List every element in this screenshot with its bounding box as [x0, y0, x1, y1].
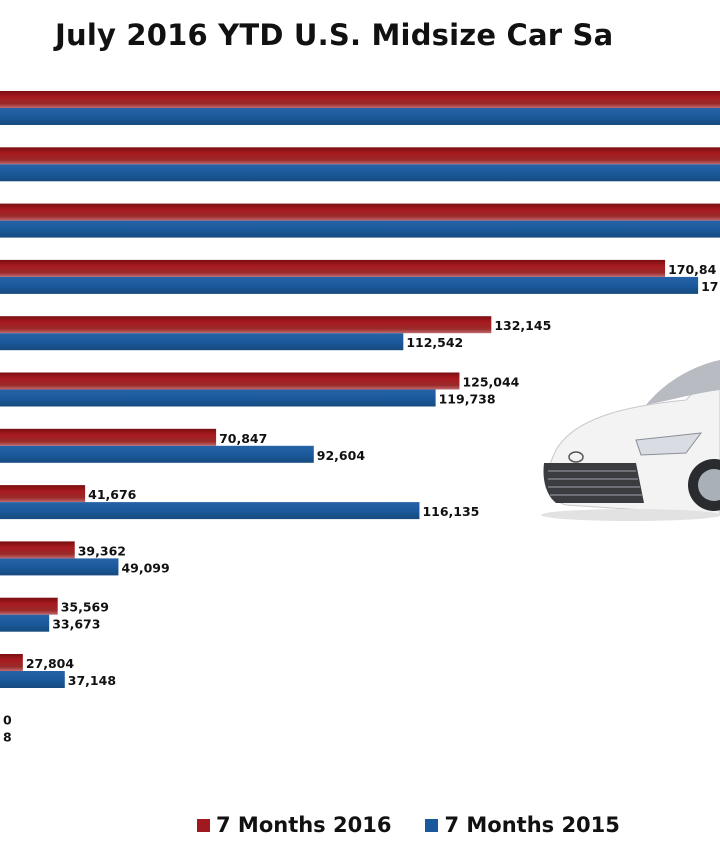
value-label-2016-row-10: 35,569: [61, 600, 109, 615]
value-label-2016-row-9: 39,362: [78, 543, 126, 558]
bar-2016-row-5: [0, 316, 492, 334]
bar-2015-row-5: [0, 333, 404, 351]
bar-2015-row-9: [0, 558, 119, 576]
legend-label-2015: 7 Months 2015: [444, 813, 620, 837]
value-label-2016-row-6: 125,044: [462, 375, 519, 390]
bar-2016-row-2: [0, 147, 720, 165]
legend-swatch-2015: [425, 818, 439, 832]
legend-label-2016: 7 Months 2016: [216, 813, 392, 837]
bar-2016-row-8: [0, 485, 86, 503]
bar-2015-row-7: [0, 445, 314, 463]
value-label-2015-row-5: 112,542: [406, 335, 463, 350]
car-photo-icon: [541, 360, 720, 521]
bar-2016-row-10: [0, 597, 58, 615]
bar-2015-row-2: [0, 164, 720, 182]
bar-2015-row-6: [0, 389, 436, 407]
bar-2016-row-3: [0, 203, 720, 221]
bar-2016-row-4: [0, 259, 666, 277]
value-label-2015-row-9: 49,099: [121, 560, 169, 575]
legend: 7 Months 2016 7 Months 2015: [197, 813, 620, 837]
value-label-2015-row-12: 8: [3, 729, 12, 744]
value-label-2015-row-11: 37,148: [68, 673, 116, 688]
bar-2015-row-10: [0, 614, 50, 632]
bar-2015-row-3: [0, 220, 720, 238]
bar-2016-row-1: [0, 91, 720, 108]
value-label-2015-row-7: 92,604: [317, 448, 366, 463]
value-label-2016-row-8: 41,676: [88, 487, 137, 502]
bar-2015-row-11: [0, 671, 65, 688]
bar-2015-row-8: [0, 502, 420, 520]
legend-swatch-2016: [197, 818, 210, 832]
legend-item-2015[interactable]: 7 Months 2015: [425, 813, 620, 837]
value-label-2015-row-4: 17: [701, 279, 718, 294]
value-label-2015-row-8: 116,135: [422, 504, 479, 519]
bar-2016-row-6: [0, 372, 460, 390]
bar-2016-row-11: [0, 654, 23, 671]
value-label-2015-row-10: 33,673: [52, 617, 100, 632]
bar-2015-row-1: [0, 108, 720, 125]
bar-2015-row-4: [0, 276, 699, 294]
value-label-2016-row-5: 132,145: [494, 318, 551, 333]
value-label-2016-row-7: 70,847: [219, 431, 267, 446]
bars-group: 170,84 17 132,145 112,542 125,044 119,738 70,8…: [0, 91, 720, 744]
value-label-2016-row-11: 27,804: [26, 656, 75, 671]
value-label-2016-row-4: 170,84: [668, 262, 717, 277]
legend-item-2016[interactable]: 7 Months 2016: [197, 813, 391, 837]
bar-2016-row-9: [0, 541, 75, 559]
chart-title: July 2016 YTD U.S. Midsize Car Sa: [55, 18, 614, 52]
bar-2016-row-7: [0, 428, 217, 446]
value-label-2016-row-12: 0: [3, 712, 12, 727]
value-label-2015-row-6: 119,738: [439, 392, 496, 407]
